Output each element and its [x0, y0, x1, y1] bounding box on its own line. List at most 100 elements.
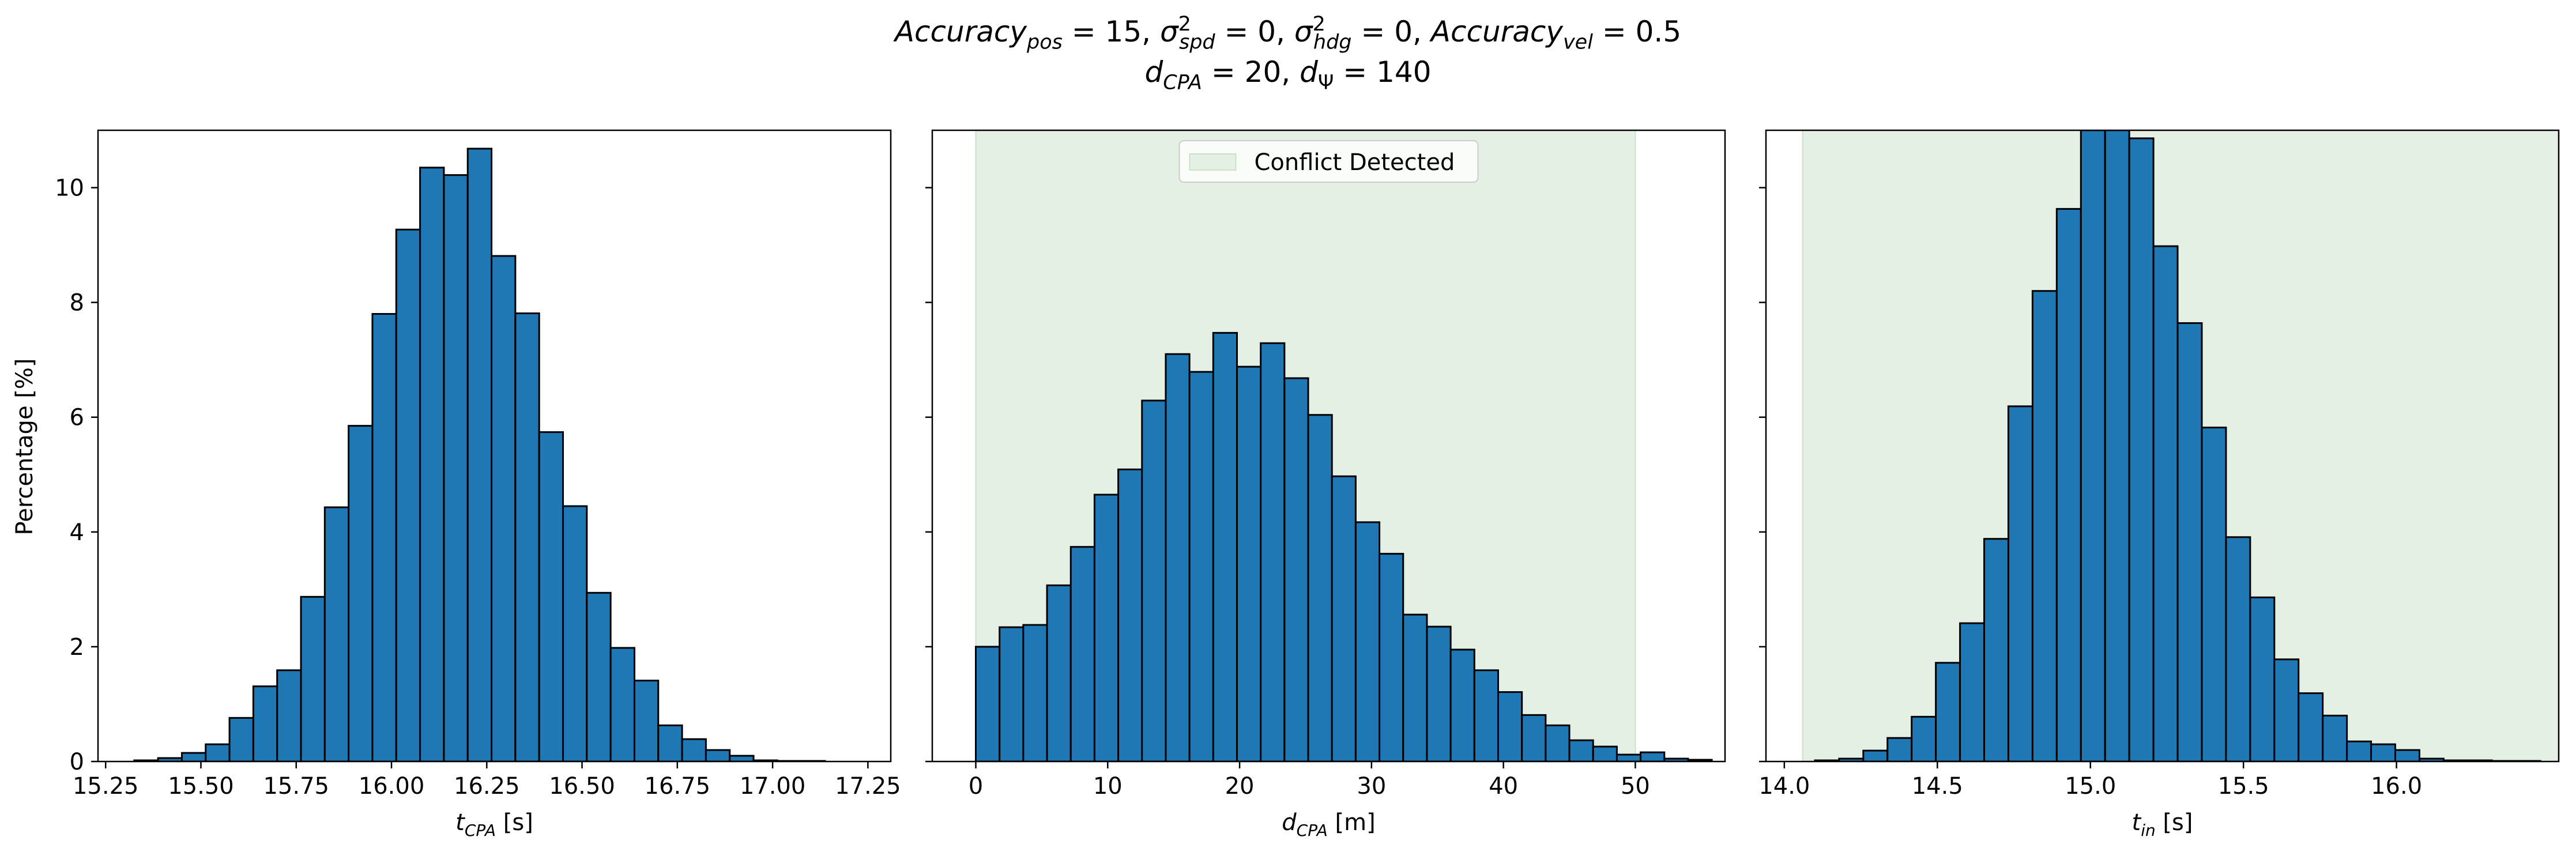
histogram-bar [323, 506, 350, 761]
histogram-bar [729, 755, 755, 761]
histogram-bar [2128, 137, 2155, 761]
histogram-bar [1959, 622, 1986, 761]
x-tick-label: 0 [969, 773, 983, 800]
y-tick-label: 8 [70, 290, 84, 316]
histogram-bar [276, 669, 302, 761]
histogram-bar [180, 752, 207, 761]
histogram-bar [1911, 715, 1937, 761]
histogram-bar [2007, 405, 2033, 761]
histogram-t-in: 14.0 14.5 15.0 15.5 16.0 tin [s] [1758, 129, 2560, 840]
y-tick-label: 2 [70, 634, 84, 661]
axes-frame [931, 129, 1726, 763]
x-tick-label: 15.5 [2218, 773, 2269, 800]
x-tick-label: 14.5 [1912, 773, 1963, 800]
x-axis-label: tCPA [s] [455, 809, 533, 840]
histogram-bar [562, 505, 588, 761]
figure-title-line-1: Accuracypos = 15, σ2 spd = 0, σ2 hdg = 0, … [893, 13, 1681, 54]
histogram-bar [1935, 662, 1961, 761]
y-tick-label: 10 [55, 175, 84, 202]
histogram-bar [2080, 130, 2106, 761]
histogram-bar [491, 255, 517, 761]
histogram-bar [1379, 553, 1404, 761]
x-tick-label: 50 [1621, 773, 1650, 800]
histogram-bar [2322, 714, 2348, 761]
histogram-bar [1862, 749, 1889, 761]
histogram-bar [1545, 724, 1571, 761]
histogram-bar [1165, 353, 1191, 761]
histogram-bar [1886, 737, 1913, 761]
histogram-bar [2346, 740, 2372, 761]
histogram-bar [1473, 669, 1499, 761]
figure-title-line-2: dCPA = 20, dΨ = 140 [1144, 55, 1431, 95]
histogram-bar [2249, 596, 2276, 761]
histogram-bar [348, 425, 374, 761]
y-axis-label: Percentage [%] [12, 359, 38, 536]
histogram-bar [2104, 130, 2130, 761]
histogram-bar [2225, 536, 2251, 761]
axes-frame [1765, 129, 2560, 763]
x-tick-label: 16.25 [454, 773, 520, 800]
histogram-bar [1449, 649, 1475, 761]
histogram-bar [705, 749, 731, 761]
histogram-bar [586, 591, 612, 761]
histogram-bar [633, 680, 660, 761]
histogram-bar [1568, 739, 1594, 761]
histogram-bar [1188, 371, 1214, 761]
histogram-bar [1687, 759, 1713, 761]
x-axis-label: dCPA [m] [1282, 809, 1375, 840]
histogram-bar [395, 228, 421, 761]
histogram-bar [1640, 751, 1666, 761]
histogram-bar [2298, 692, 2324, 761]
histogram-t-cpa: 15.25 15.50 15.75 16.00 16.25 16.50 16.75 17.00… [55, 129, 901, 840]
histogram-bar [1260, 342, 1286, 761]
histogram-bar [514, 312, 540, 761]
histogram-bar [228, 717, 254, 761]
histogram-bar [1331, 475, 1357, 761]
histogram-bar [419, 167, 445, 761]
x-tick-label: 16.0 [2371, 773, 2422, 800]
legend-swatch [1189, 153, 1237, 171]
x-tick-label: 15.0 [2065, 773, 2116, 800]
histogram-bar [1141, 399, 1167, 761]
histogram-bar [1117, 468, 1143, 761]
histogram-bar [1307, 414, 1333, 761]
histogram-bar [1093, 493, 1120, 761]
histogram-d-cpa: 0 10 20 30 40 50 dCPA [m] Conflict Detected [925, 129, 1726, 840]
x-tick-label: 14.0 [1758, 773, 1810, 800]
histogram-bar [466, 148, 493, 761]
histogram-bar [1046, 584, 1072, 761]
y-tick-label: 0 [70, 749, 84, 775]
histogram-bar [300, 595, 326, 761]
histogram-bar [1592, 745, 1618, 761]
histogram-bar [1022, 624, 1048, 761]
histogram-bar [371, 313, 397, 761]
histogram-bar [1521, 714, 1547, 761]
histogram-bar [2031, 290, 2058, 761]
histogram-bar [609, 647, 635, 761]
histogram-bar [999, 626, 1025, 761]
histogram-bar [1402, 613, 1428, 761]
histogram-bar [252, 685, 278, 761]
histogram-bar [1615, 753, 1642, 761]
legend-label: Conflict Detected [1255, 149, 1455, 176]
histogram-bar [443, 174, 469, 761]
x-axis-label: tin [s] [2132, 809, 2193, 840]
histogram-bar [1497, 691, 1523, 761]
histogram-bar [1983, 538, 2009, 761]
x-tick-label: 10 [1093, 773, 1123, 800]
histogram-bar [1426, 625, 1452, 761]
x-tick-label: 17.25 [835, 773, 901, 800]
histogram-bar [2152, 245, 2179, 761]
x-tick-label: 20 [1225, 773, 1255, 800]
legend: Conflict Detected [1178, 140, 1479, 183]
histogram-bar [2176, 322, 2203, 761]
x-tick-label: 15.75 [263, 773, 329, 800]
histogram-bar [1212, 331, 1238, 761]
x-tick-label: 16.00 [359, 773, 425, 800]
histogram-bar [1354, 521, 1381, 761]
histogram-bar [205, 743, 231, 761]
histogram-bar [974, 646, 1001, 761]
histogram-bar [1236, 365, 1262, 761]
x-tick-label: 17.00 [740, 773, 806, 800]
